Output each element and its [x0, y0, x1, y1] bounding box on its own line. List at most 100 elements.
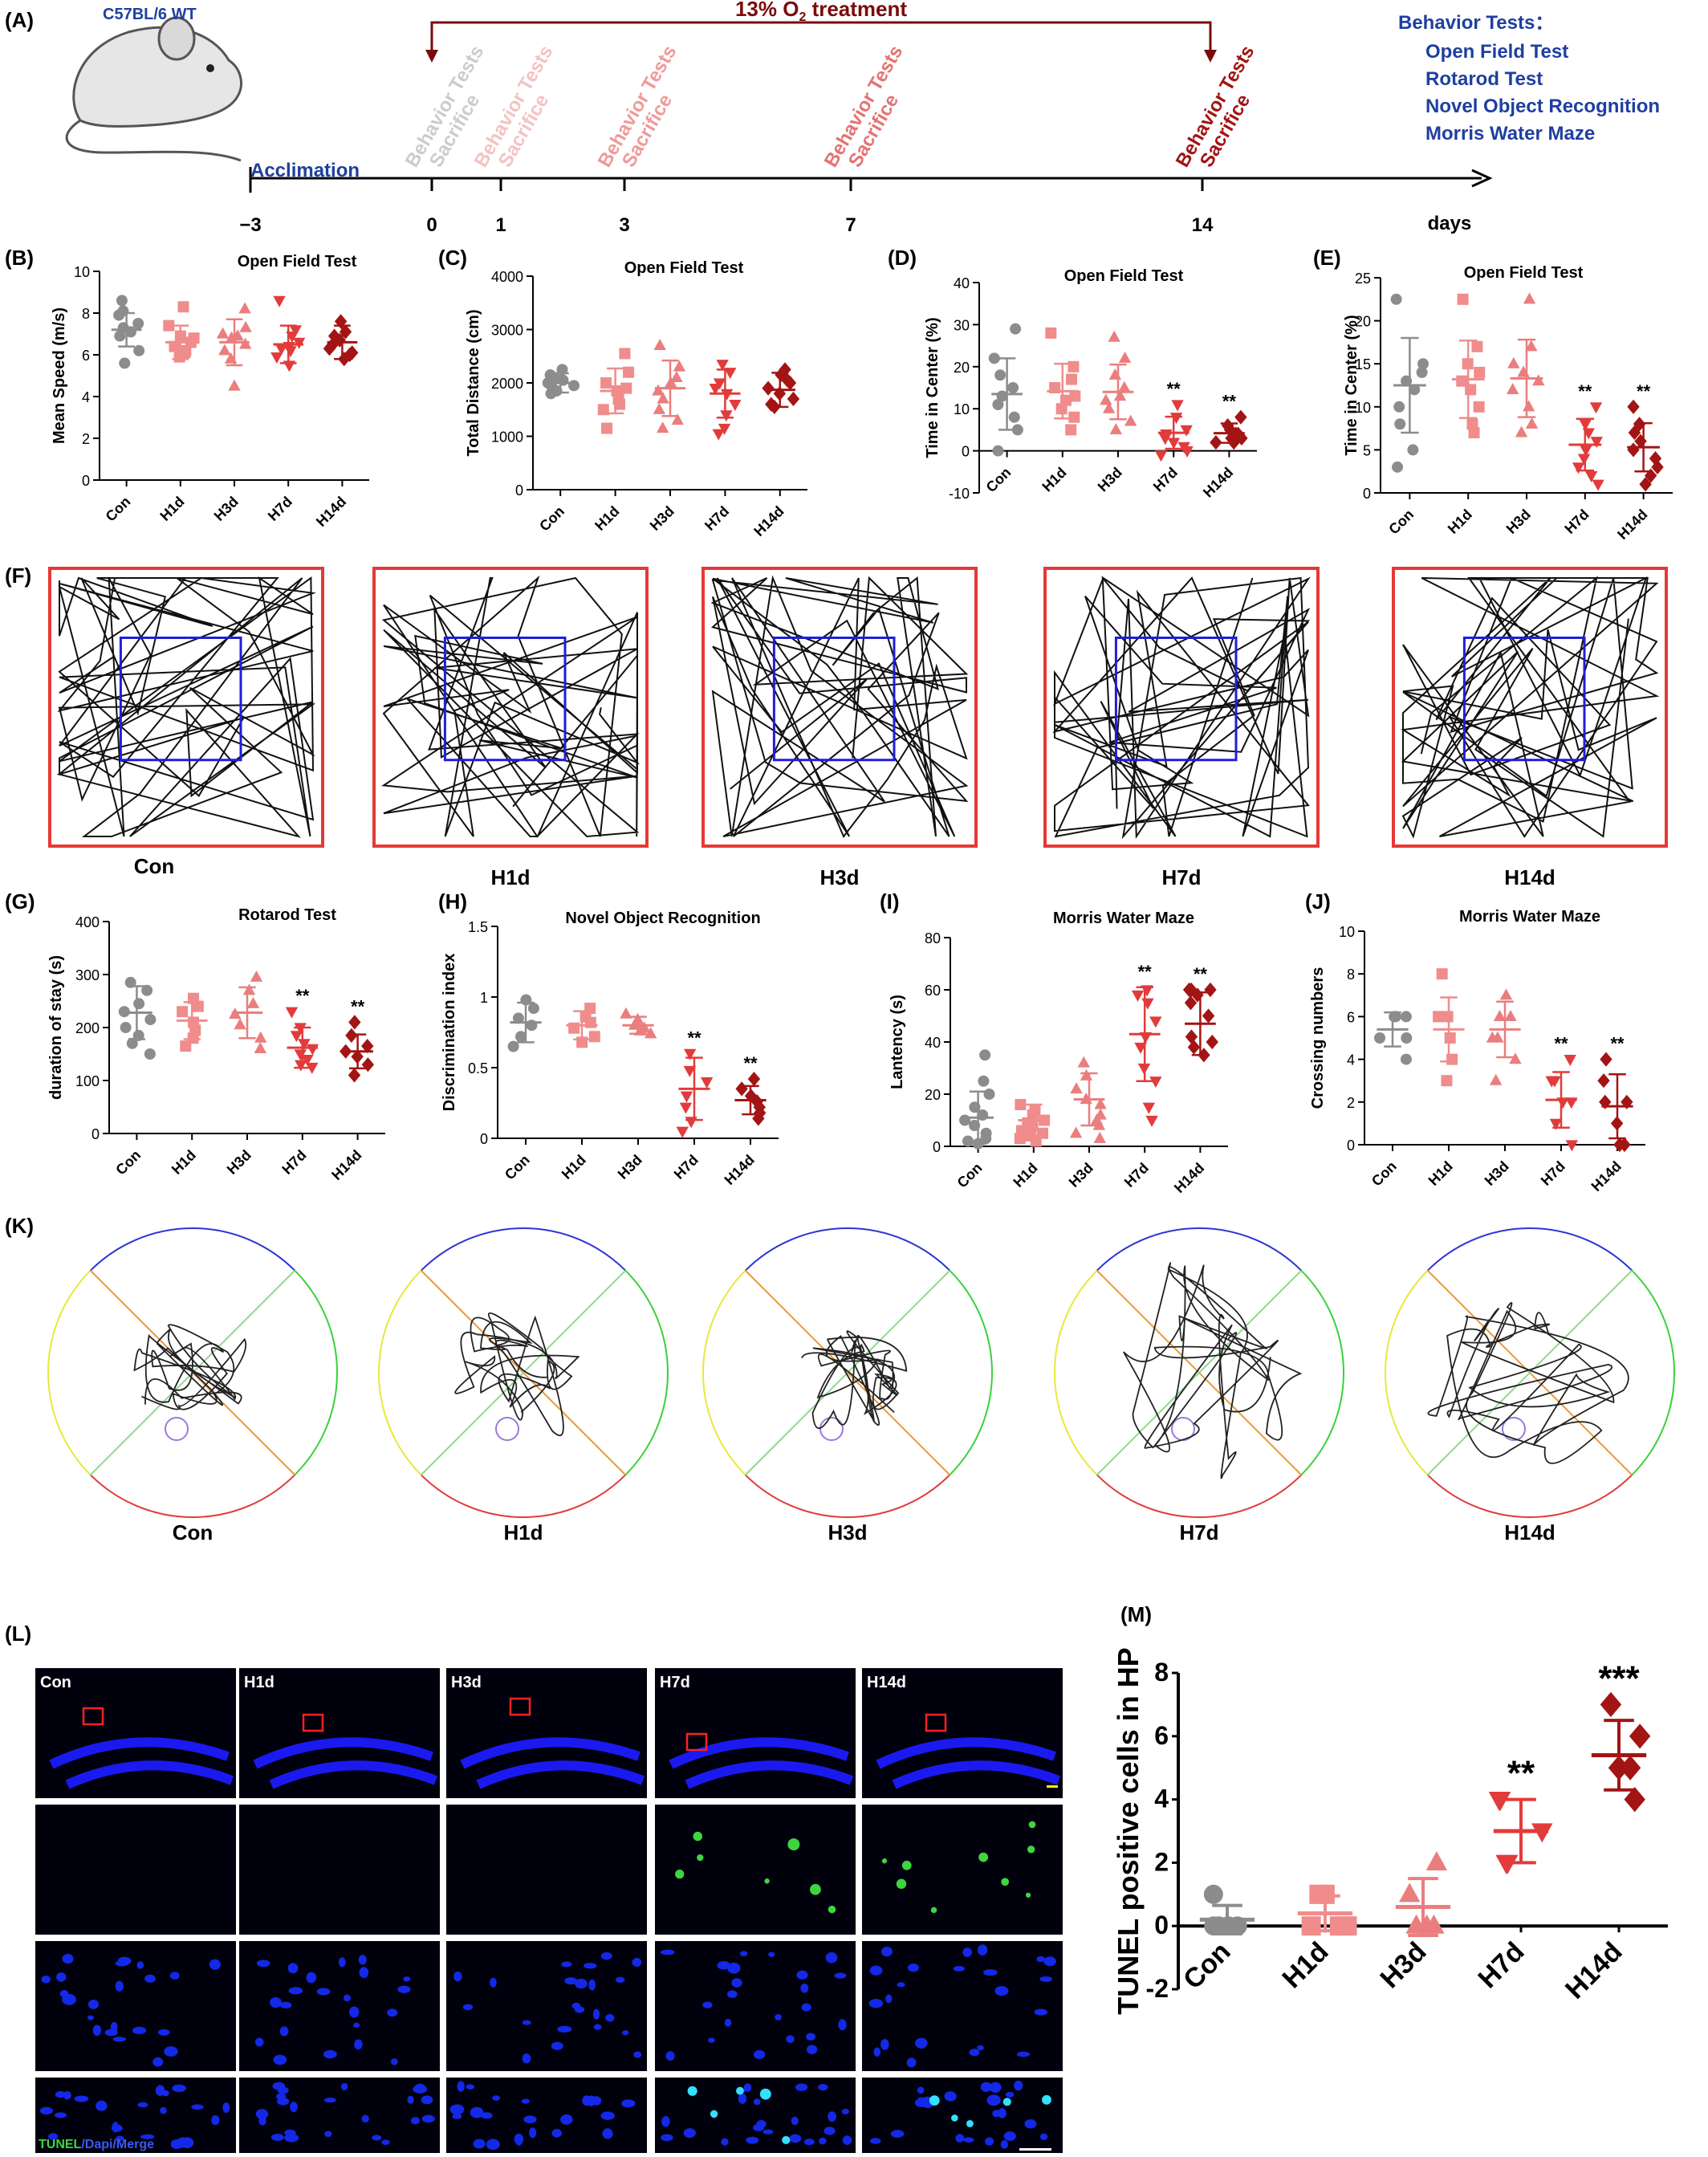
- dapi-nucleus: [917, 2086, 925, 2094]
- data-point: [781, 372, 794, 388]
- data-point: [1092, 1118, 1106, 1130]
- significance-mark: **: [1637, 381, 1651, 401]
- quadrant-arc: [745, 1474, 950, 1519]
- y-tick-label: 0: [1363, 486, 1371, 502]
- quadrant-arc: [949, 1270, 994, 1475]
- dapi-nucleus: [306, 1972, 317, 1984]
- dapi-nucleus: [407, 2095, 414, 2104]
- timeline-tick-label: 3: [619, 214, 629, 236]
- quadrant-divider: [421, 1270, 626, 1475]
- micrograph-tile: H7d: [655, 1668, 856, 1798]
- platform-location: [495, 1417, 519, 1441]
- x-tick-label: H14d: [328, 1147, 364, 1183]
- data-point: [750, 1094, 763, 1109]
- tunel-positive-cell: [828, 1905, 836, 1914]
- dapi-nucleus: [602, 2128, 613, 2139]
- micrograph-background: [655, 1805, 856, 1935]
- data-point: [613, 398, 625, 410]
- y-tick-label: 25: [1355, 271, 1371, 287]
- y-tick-label: 1000: [491, 429, 523, 446]
- x-tick-label: H3d: [615, 1152, 645, 1182]
- significance-mark: **: [1138, 962, 1153, 982]
- data-point: [676, 1126, 689, 1138]
- data-point: [1433, 1011, 1445, 1023]
- center-zone: [772, 637, 896, 762]
- data-point: [1523, 292, 1536, 304]
- chart-G: (G) 0 100 200 300 400 Rotarod Test duration of …: [5, 889, 385, 1183]
- dapi-nucleus: [586, 2095, 596, 2106]
- data-point: [1068, 411, 1080, 423]
- dapi-nucleus: [915, 2037, 928, 2049]
- y-tick-label: 0: [515, 482, 523, 499]
- data-point: [729, 400, 742, 411]
- data-point: [1407, 444, 1419, 456]
- quadrant-arc: [702, 1270, 746, 1475]
- dapi-nucleus: [62, 1953, 74, 1964]
- dapi-nucleus: [1003, 2131, 1016, 2141]
- data-point: [1134, 1042, 1147, 1054]
- x-tick-label: H3d: [1095, 464, 1125, 494]
- data-point: [1466, 418, 1478, 430]
- micrograph-background: [655, 1941, 856, 2071]
- dapi-nucleus: [992, 2110, 1001, 2118]
- dapi-nucleus: [869, 1965, 883, 1976]
- x-tick-label: H7d: [1150, 464, 1181, 494]
- data-point: [1628, 425, 1641, 441]
- data-point: [1392, 461, 1404, 473]
- data-point: [239, 320, 252, 332]
- dapi-nucleus: [1034, 2008, 1048, 2016]
- data-point: [1187, 1040, 1201, 1055]
- dapi-nucleus: [1005, 2091, 1015, 2098]
- dapi-nucleus: [272, 2082, 286, 2090]
- data-point: [657, 392, 669, 404]
- dapi-nucleus: [152, 2057, 164, 2067]
- y-axis-label: duration of stay (s): [47, 955, 65, 1100]
- swim-path: [1427, 1302, 1629, 1464]
- data-point: [1549, 1118, 1563, 1130]
- scale-bar-bottom: [1019, 2148, 1051, 2151]
- x-tick-label: H1d: [1039, 464, 1069, 494]
- tunel-positive-cell: [896, 1878, 907, 1889]
- dapi-nucleus: [358, 1955, 367, 1965]
- y-tick-label: 0: [1347, 1138, 1355, 1154]
- region-of-interest-box: [685, 1732, 708, 1752]
- data-point: [1030, 1135, 1042, 1147]
- dapi-nucleus: [270, 1996, 282, 2008]
- data-point: [1489, 1073, 1503, 1085]
- dapi-nucleus: [824, 2126, 836, 2135]
- y-tick-label: 60: [925, 983, 941, 999]
- data-point: [242, 983, 256, 995]
- data-point: [188, 332, 200, 344]
- data-point: [1441, 1075, 1453, 1087]
- panel-label: (I): [880, 889, 900, 914]
- arena-group-label: H3d: [819, 865, 859, 889]
- quadrant-arc: [1053, 1270, 1098, 1475]
- data-point: [284, 346, 297, 358]
- panel-label-l: (L): [5, 1622, 31, 1646]
- mouse-ear: [157, 16, 196, 61]
- x-tick-label: Con: [983, 464, 1015, 495]
- x-tick-label: H7d: [1561, 507, 1592, 537]
- panel-label: (J): [1305, 889, 1331, 914]
- dapi-nucleus: [944, 2091, 957, 2102]
- dapi-nucleus: [339, 1957, 346, 1968]
- data-point: [1589, 402, 1603, 414]
- data-point: [285, 1007, 299, 1019]
- significance-mark: **: [351, 996, 365, 1016]
- data-point: [1442, 1011, 1454, 1023]
- dapi-nucleus: [977, 2045, 984, 2051]
- data-point: [1600, 1052, 1612, 1067]
- data-point: [1077, 1056, 1090, 1068]
- panel-label: (C): [438, 246, 467, 270]
- dapi-nucleus: [983, 1969, 998, 1976]
- data-point: [1149, 1076, 1162, 1089]
- dapi-nucleus: [157, 2029, 170, 2036]
- micrograph-tile: [239, 2078, 440, 2153]
- dapi-nucleus: [753, 2098, 761, 2106]
- dapi-nucleus: [600, 2111, 615, 2120]
- data-point: [301, 1055, 314, 1066]
- quadrant-divider: [1096, 1270, 1302, 1475]
- dapi-nucleus: [727, 1990, 738, 1998]
- pool-group-label: Con: [173, 1520, 214, 1544]
- merged-positive-cell: [759, 2088, 771, 2100]
